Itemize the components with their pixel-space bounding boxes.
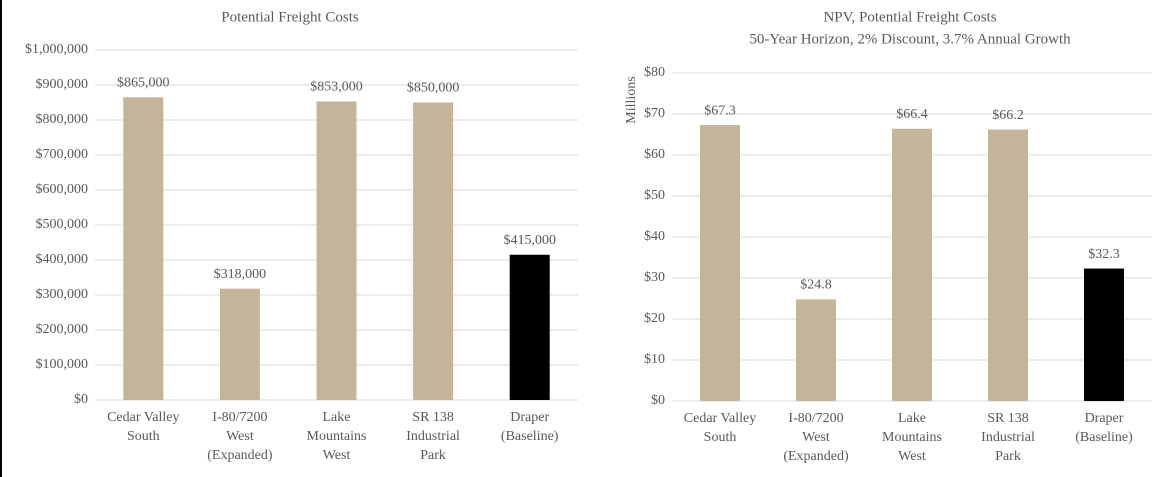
data-label: $32.3	[1088, 247, 1120, 262]
y-tick-label: $400,000	[36, 252, 89, 267]
data-label: $24.8	[800, 278, 832, 293]
x-tick-label: Lake Mountains West	[307, 410, 367, 463]
chart-subtitle: 50-Year Horizon, 2% Discount, 3.7% Annua…	[749, 31, 1071, 47]
bar	[892, 128, 932, 401]
data-label: $66.2	[992, 108, 1024, 123]
y-tick-label: $30	[644, 270, 665, 285]
y-tick-label: $100,000	[36, 357, 89, 372]
y-tick-label: $900,000	[36, 77, 89, 92]
y-tick-label: $60	[644, 147, 665, 162]
bar	[1084, 268, 1124, 401]
bar	[796, 299, 836, 401]
y-tick-label: $200,000	[36, 322, 89, 337]
y-tick-label: $300,000	[36, 287, 89, 302]
y-tick-label: $500,000	[36, 217, 89, 232]
y-tick-label: $0	[74, 392, 88, 407]
bar	[509, 254, 550, 400]
x-tick-label: Draper (Baseline)	[1075, 411, 1133, 445]
data-label: $318,000	[214, 267, 267, 282]
y-tick-label: $50	[644, 188, 665, 203]
data-label: $415,000	[503, 233, 556, 248]
y-tick-label: $40	[644, 229, 665, 244]
x-tick-label: I-80/7200 West (Expanded)	[783, 411, 849, 464]
x-tick-label: SR 138 Industrial Park	[981, 411, 1035, 464]
y-tick-label: $800,000	[36, 112, 89, 127]
left-border	[0, 0, 2, 477]
y-tick-label: $600,000	[36, 182, 89, 197]
y-tick-label: $0	[651, 393, 665, 408]
chart-title: Potential Freight Costs	[221, 9, 359, 25]
bar	[700, 125, 740, 401]
data-label: $66.4	[896, 107, 928, 122]
chart-title: NPV, Potential Freight Costs	[823, 9, 996, 25]
y-tick-label: $20	[644, 311, 665, 326]
y-tick-label: $700,000	[36, 147, 89, 162]
bar	[413, 102, 454, 400]
y-tick-label: $70	[644, 106, 665, 121]
bar	[988, 129, 1028, 401]
x-tick-label: SR 138 Industrial Park	[406, 410, 460, 463]
x-tick-label: Cedar Valley South	[107, 410, 179, 444]
data-label: $853,000	[310, 80, 363, 95]
x-tick-label: Lake Mountains West	[882, 411, 942, 464]
bar	[219, 288, 260, 400]
y-tick-label: $80	[644, 65, 665, 80]
y-tick-label: $10	[644, 352, 665, 367]
x-tick-label: Cedar Valley South	[684, 411, 756, 445]
y-axis-label: Millions	[624, 76, 639, 123]
data-label: $850,000	[407, 81, 460, 96]
bar	[316, 101, 357, 400]
x-tick-label: Draper (Baseline)	[501, 410, 559, 444]
data-label: $67.3	[704, 103, 736, 118]
x-tick-label: I-80/7200 West (Expanded)	[207, 410, 273, 463]
y-tick-label: $1,000,000	[25, 42, 88, 57]
data-label: $865,000	[117, 75, 170, 90]
bar	[123, 97, 164, 400]
